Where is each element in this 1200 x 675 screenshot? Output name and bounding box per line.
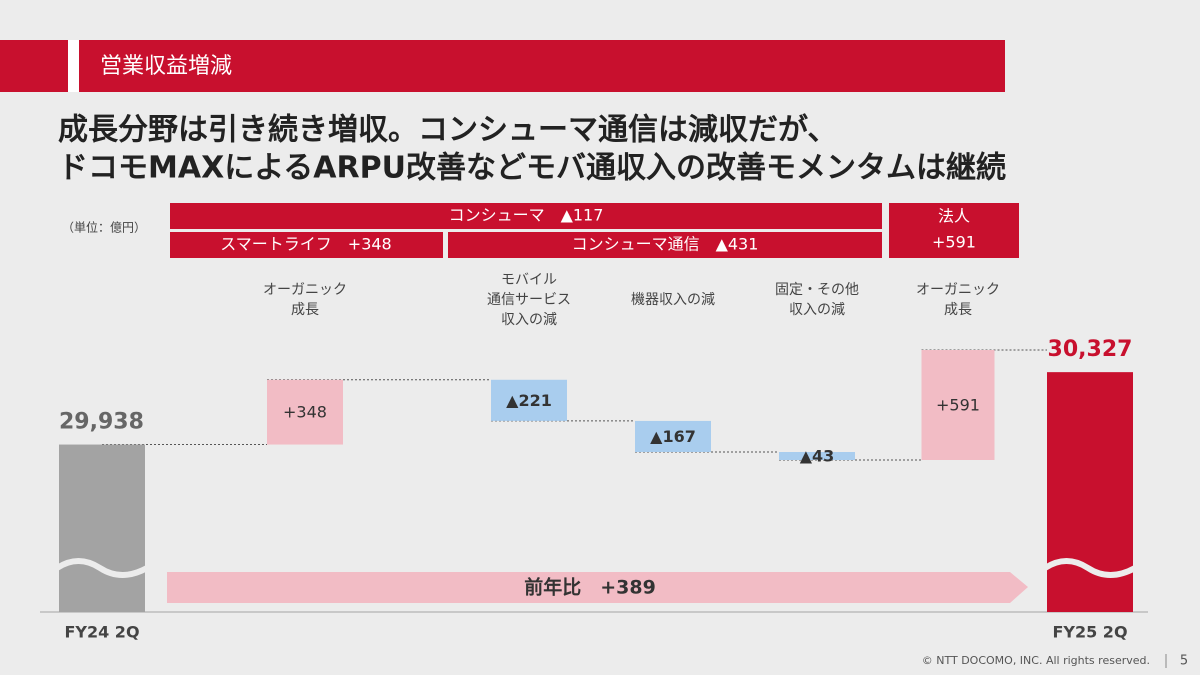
- step-value-label: ▲43: [800, 446, 835, 465]
- step-value-label: ▲221: [506, 391, 552, 410]
- step-label-line: 収入の減: [789, 301, 845, 318]
- step-label-line: 固定・その他: [775, 282, 859, 298]
- page-number: 5: [1180, 654, 1188, 669]
- total-label: 29,938: [59, 410, 144, 435]
- group-label: +591: [932, 233, 976, 252]
- group-label: スマートライフ +348: [220, 235, 391, 254]
- group-header: [889, 203, 1019, 258]
- yoy-label: 前年比 +389: [524, 576, 656, 599]
- step-label: モバイル通信サービス収入の減: [487, 272, 571, 328]
- axis-break: [1043, 558, 1137, 578]
- title-bar: [0, 40, 1005, 92]
- total-bar: [59, 444, 145, 612]
- group-label: コンシューマ通信 ▲431: [572, 235, 759, 254]
- step-label-line: 通信サービス: [487, 292, 571, 308]
- step-label-line: モバイル: [501, 272, 557, 288]
- step-bar: [921, 350, 995, 460]
- step-bar: [491, 379, 567, 421]
- axis-break: [55, 558, 149, 578]
- step-label-line: 成長: [944, 302, 972, 318]
- slide-title: 営業収益増減: [100, 54, 232, 79]
- step-label: オーガニック成長: [916, 282, 1000, 318]
- step-label-line: 成長: [291, 302, 319, 318]
- group-label: コンシューマ ▲117: [449, 206, 604, 225]
- step-value-label: +348: [283, 403, 327, 422]
- x-tick-label: FY24 2Q: [64, 623, 139, 642]
- step-label: オーガニック成長: [263, 282, 347, 318]
- group-header: [170, 203, 882, 229]
- yoy-arrow: [167, 572, 1028, 603]
- group-header: [170, 232, 443, 258]
- step-label-line: オーガニック: [263, 282, 347, 298]
- step-bar: [635, 420, 711, 452]
- group-label: 法人: [938, 207, 970, 226]
- title-bar-gap: [68, 40, 79, 92]
- headline: 成長分野は引き続き増収。コンシューマ通信は減収だが、: [58, 113, 837, 148]
- step-bar: [779, 451, 855, 460]
- x-tick-label: FY25 2Q: [1052, 623, 1127, 642]
- copyright: © NTT DOCOMO, INC. All rights reserved.: [922, 654, 1150, 667]
- headline: ドコモMAXによるARPU改善などモバ通収入の改善モメンタムは継続: [58, 151, 1006, 186]
- step-value-label: +591: [936, 396, 980, 415]
- unit: （単位：億円）: [62, 220, 146, 235]
- step-label: 固定・その他収入の減: [775, 282, 859, 318]
- group-header: [448, 232, 882, 258]
- step-label: 機器収入の減: [631, 291, 715, 308]
- step-label-line: 収入の減: [501, 311, 557, 328]
- total-label: 30,327: [1048, 337, 1133, 362]
- step-label-line: 機器収入の減: [631, 291, 715, 308]
- step-value-label: ▲167: [650, 427, 696, 446]
- step-bar: [267, 379, 343, 445]
- step-label-line: オーガニック: [916, 282, 1000, 298]
